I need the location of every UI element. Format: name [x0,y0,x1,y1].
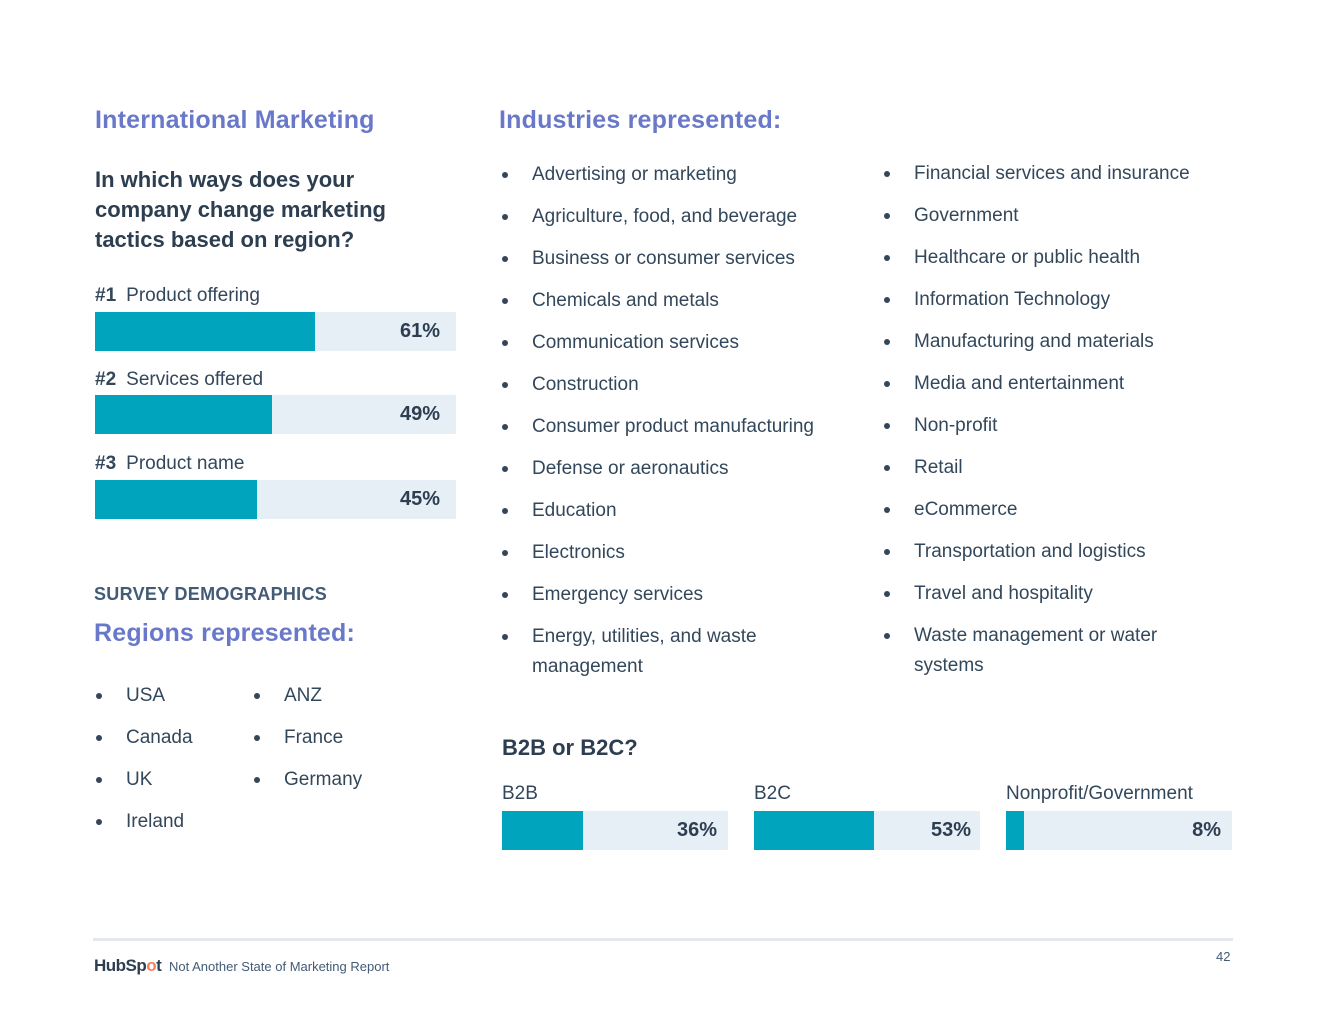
list-item: Manufacturing and materials [882,327,1227,357]
b2-label: B2B [502,783,538,804]
rank-item-1: #1 Product offering 61% [95,283,456,351]
list-item: Information Technology [882,285,1227,315]
b2-item-b2b: B2B 36% [502,783,728,850]
bar-track: 8% [1006,811,1232,850]
logo-text: t [156,956,162,975]
rank-text: Product name [126,453,245,474]
bar-track: 49% [95,395,456,434]
list-item: Business or consumer services [500,244,860,274]
bar-percent: 36% [676,819,717,841]
bar-track: 61% [95,312,456,351]
logo-text: HubSp [94,956,147,975]
bar-fill [95,480,258,519]
list-item: Germany [252,765,362,795]
rank-number: #3 [95,453,117,474]
list-item: Media and entertainment [882,369,1227,399]
list-item: Communication services [500,328,860,358]
list-item: UK [94,765,193,795]
list-item: France [252,723,362,753]
bar-percent: 45% [399,488,440,510]
rank-label: #3 Product name [95,451,456,477]
rank-text: Services offered [126,369,264,390]
rank-label: #1 Product offering [95,283,456,309]
list-item: Transportation and logistics [882,537,1227,567]
list-item: Retail [882,453,1227,483]
rank-number: #1 [95,285,117,306]
list-item: Construction [500,370,860,400]
list-item: Defense or aeronautics [500,454,860,484]
bar-percent: 53% [930,819,971,841]
list-item: Consumer product manufacturing [500,412,860,442]
rank-item-2: #2 Services offered 49% [95,367,456,435]
b2-item-b2c: B2C 53% [754,783,980,850]
b2-label: Nonprofit/Government [1006,783,1193,804]
list-item: Waste management or water systems [882,621,1202,681]
bar-fill [95,395,272,434]
sprocket-icon: o [146,956,157,975]
industries-list-col2: Financial services and insurance Governm… [882,159,1227,693]
bar-track: 36% [502,811,728,850]
footer-divider [93,938,1233,941]
list-item: Travel and hospitality [882,579,1227,609]
list-item: Non-profit [882,411,1227,441]
list-item: Healthcare or public health [882,243,1227,273]
industries-list-col1: Advertising or marketing Agriculture, fo… [500,160,860,694]
regions-list-col2: ANZ France Germany [252,681,362,807]
rank-label: #2 Services offered [95,367,456,393]
list-item: Chemicals and metals [500,286,860,316]
list-item: Canada [94,723,193,753]
survey-demographics-heading: SURVEY DEMOGRAPHICS [94,584,328,604]
list-item: Electronics [500,538,860,568]
b2b-b2c-title: B2B or B2C? [502,735,638,760]
b2-item-nonprofit-government: Nonprofit/Government 8% [1006,783,1232,850]
list-item: Emergency services [500,580,860,610]
list-item: eCommerce [882,495,1227,525]
bar-track: 53% [754,811,980,850]
list-item: USA [94,681,193,711]
b2-label: B2C [754,783,791,804]
report-title: Not Another State of Marketing Report [169,959,390,974]
survey-question: In which ways does your company change m… [95,167,386,252]
regions-title: Regions represented: [94,619,356,647]
bar-percent: 8% [1192,819,1221,841]
bar-fill [754,811,874,850]
rank-item-3: #3 Product name 45% [95,451,456,519]
rank-text: Product offering [126,285,260,306]
bar-fill [1006,811,1025,850]
list-item: Financial services and insurance [882,159,1227,189]
bar-track: 45% [95,480,456,519]
list-item: Energy, utilities, and waste management [500,622,800,682]
list-item: Education [500,496,860,526]
list-item: ANZ [252,681,362,711]
bar-fill [502,811,584,850]
list-item: Government [882,201,1227,231]
bar-percent: 61% [399,320,440,342]
list-item: Advertising or marketing [500,160,860,190]
section-title-international-marketing: International Marketing [95,106,375,134]
rank-number: #2 [95,369,117,390]
list-item: Agriculture, food, and beverage [500,202,860,232]
list-item: Ireland [94,807,193,837]
regions-list-col1: USA Canada UK Ireland [94,681,193,849]
bar-fill [95,312,316,351]
industries-title: Industries represented: [499,106,782,134]
page-number: 42 [1216,949,1231,964]
hubspot-logo: HubSpot [94,956,162,976]
bar-percent: 49% [399,403,440,425]
